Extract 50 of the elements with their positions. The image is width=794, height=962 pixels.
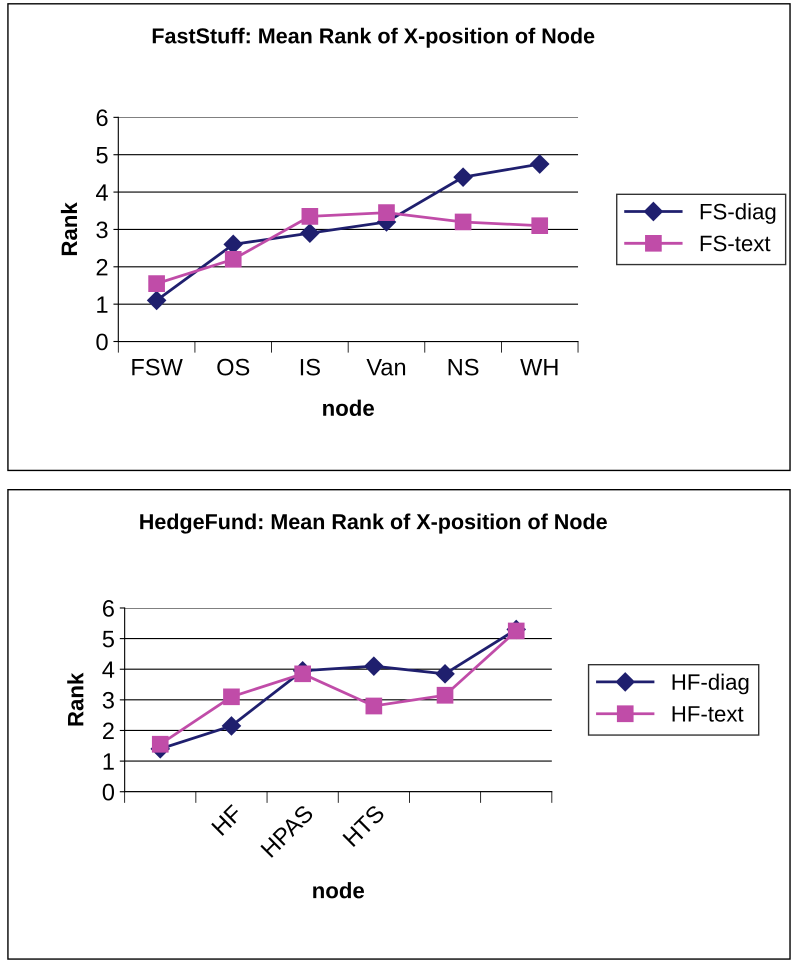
point	[378, 204, 395, 221]
point	[147, 290, 166, 310]
chart-title: HedgeFund: Mean Rank of X-position of Node	[140, 514, 607, 534]
y-tick-label: 4	[96, 184, 108, 201]
chart-title: FastStuff: Mean Rank of X-position of Node	[152, 28, 594, 48]
point	[148, 275, 165, 292]
x-axis-title: node	[313, 882, 364, 898]
legend-label: FS-text	[700, 236, 770, 252]
point	[364, 656, 384, 676]
point	[224, 250, 242, 268]
point	[222, 716, 241, 736]
point	[436, 686, 454, 704]
point	[223, 688, 240, 706]
point	[508, 622, 525, 640]
point	[302, 208, 318, 225]
x-tick-label: IS	[300, 358, 320, 376]
y-tick-label: 6	[103, 600, 114, 617]
x-tick-label: WH	[520, 359, 558, 376]
point	[152, 736, 169, 753]
x-tick-label: FSW	[132, 358, 183, 376]
y-tick-label: 1	[104, 753, 114, 770]
point	[366, 698, 382, 714]
y-tick-label: 0	[102, 784, 114, 801]
legend-label: FS-diag	[700, 203, 776, 224]
y-tick-label: 4	[102, 662, 114, 678]
x-tick-label: HF	[211, 804, 243, 836]
x-tick-label: Van	[366, 359, 406, 376]
x-axis-title: node	[323, 400, 374, 416]
point	[294, 665, 311, 682]
y-tick-label: 3	[96, 222, 108, 238]
y-tick-label: 1	[97, 296, 108, 313]
legend-label: HF-diag	[672, 674, 748, 694]
point	[300, 224, 320, 243]
point	[531, 217, 548, 234]
y-tick-label: 0	[96, 334, 108, 350]
y-axis-title: Rank	[67, 672, 84, 726]
point	[530, 154, 550, 174]
legend-label: HF-text	[672, 706, 744, 722]
point	[436, 664, 455, 684]
y-tick-label: 3	[102, 692, 114, 709]
y-tick-label: 5	[102, 630, 114, 648]
y-tick-label: 6	[96, 109, 108, 126]
y-axis-title: Rank	[60, 202, 78, 256]
point	[454, 168, 473, 187]
y-tick-label: 5	[96, 147, 108, 164]
y-tick-label: 2	[96, 258, 108, 276]
y-tick-label: 2	[102, 722, 114, 740]
x-tick-label: NS	[448, 358, 478, 376]
x-tick-label: OS	[217, 358, 250, 376]
point	[454, 214, 472, 230]
